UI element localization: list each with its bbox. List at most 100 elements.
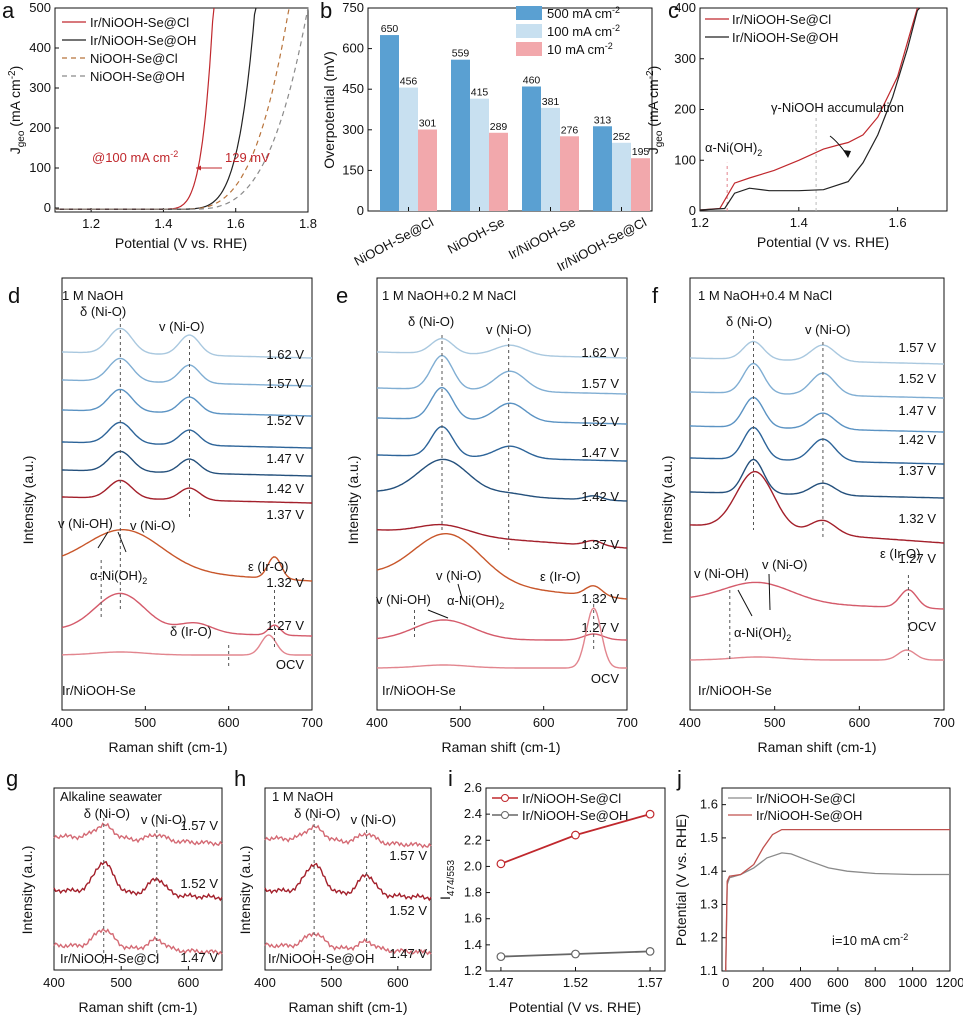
bar-value-b-0-0: 650 xyxy=(381,23,399,35)
y-tick-label-i-4: 2.0 xyxy=(464,858,482,873)
spectrum-label-f-7: OCV xyxy=(908,619,937,634)
y-tick-label-b-1: 150 xyxy=(342,162,364,177)
panel-d-plot: 400 500 600 700 1.62 V 1.57 V 1.52 V 1.47 V 1.42… xyxy=(51,277,323,730)
spectrum-e-5 xyxy=(376,523,628,549)
bar-value-b-2-2: 276 xyxy=(561,124,579,136)
spectrum-e-0 xyxy=(377,337,627,359)
spectrum-f-0 xyxy=(690,340,944,365)
axis-ticks-b: 0 150 300 450 600 750 xyxy=(342,0,372,218)
sample-label-e: Ir/NiOOH-Se xyxy=(382,683,456,698)
bar-b-0-0 xyxy=(380,35,399,211)
peak-label-f-2: v (Ni-OH) xyxy=(694,566,749,581)
legend-label-c-0: Ir/NiOOH-Se@Cl xyxy=(732,12,831,27)
x-tick-label-h-1: 500 xyxy=(321,975,343,990)
plot-frame-g xyxy=(53,787,223,971)
y-axis-title-b: Overpotential (mV) xyxy=(321,51,337,168)
curves-a xyxy=(55,7,309,210)
y-tick-label-b-5: 750 xyxy=(342,0,364,15)
legend-a: Ir/NiOOH-Se@Cl Ir/NiOOH-Se@OH NiOOH-Se@C… xyxy=(62,15,196,84)
spectrum-f-3 xyxy=(690,426,944,465)
y-tick-label-c-4: 400 xyxy=(674,0,696,15)
x-tick-label-h-0: 400 xyxy=(254,975,276,990)
sample-label-g: Ir/NiOOH-Se@Cl xyxy=(60,951,159,966)
bar-b-0-2 xyxy=(418,129,437,211)
x-tick-label-e-0: 400 xyxy=(366,715,388,730)
panel-e-static: e Raman shift (cm-1) Intensity (a.u.) 1 … xyxy=(336,283,561,755)
panel-title-d: 1 M NaOH xyxy=(62,288,123,303)
spectrum-label-d-5: 1.37 V xyxy=(266,507,304,522)
legend-marker-i-0 xyxy=(501,794,509,802)
spectrum-label-e-1: 1.57 V xyxy=(581,376,619,391)
y-tick-label-i-5: 2.2 xyxy=(464,832,482,847)
y-tick-label-i-7: 2.6 xyxy=(464,780,482,795)
spectrum-label-f-5: 1.32 V xyxy=(898,511,936,526)
annotation-100ma-a: @100 mA cm-2 xyxy=(92,149,178,165)
panel-f-plot: 400 500 600 700 1.57 V 1.52 V 1.47 V 1.42 V 1.37… xyxy=(679,277,955,730)
spectrum-label-e-5: 1.37 V xyxy=(581,537,619,552)
y-tick-label-c-1: 100 xyxy=(674,152,696,167)
x-tick-label-h-2: 600 xyxy=(387,975,409,990)
legend-label-j-0: Ir/NiOOH-Se@Cl xyxy=(756,791,855,806)
peak-label-d-0: δ (Ni-O) xyxy=(80,304,126,319)
y-tick-label-b-4: 600 xyxy=(342,41,364,56)
bar-value-b-3-0: 313 xyxy=(594,114,612,126)
spectrum-label-f-4: 1.37 V xyxy=(898,463,936,478)
peak-label-d-4: α-Ni(OH)2 xyxy=(90,568,147,586)
spectrum-label-d-0: 1.62 V xyxy=(266,347,304,362)
spectrum-label-e-2: 1.52 V xyxy=(581,414,619,429)
plot-frame-b xyxy=(367,7,653,212)
spectrum-label-d-4: 1.42 V xyxy=(266,481,304,496)
y-tick-label-c-3: 300 xyxy=(674,51,696,66)
x-tick-label-g-1: 500 xyxy=(110,975,132,990)
y-axis-title-a: Jgeo (mA cm-2) xyxy=(7,66,27,155)
spectrum-h-1 xyxy=(264,862,432,902)
arrow-e-1 xyxy=(427,609,449,619)
spectrum-label-f-1: 1.52 V xyxy=(898,371,936,386)
point-i-0-1 xyxy=(571,830,580,840)
x-axis-title-f: Raman shift (cm-1) xyxy=(757,739,876,755)
x-tick-label-g-2: 600 xyxy=(178,975,200,990)
panel-j: j 0 200 400 600 800 1000 1200 1.1 1.2 1.3 1.4 1.5 1.… xyxy=(673,766,963,1015)
bar-b-2-2 xyxy=(560,136,579,211)
axis-ticks-a: 1.2 1.4 1.6 1.8 0 100 200 300 400 500 xyxy=(29,0,317,231)
axis-ticks-c: 1.2 1.4 1.6 0 100 200 300 400 xyxy=(674,0,906,230)
y-tick-label-i-2: 1.6 xyxy=(464,911,482,926)
panel-title-h: 1 M NaOH xyxy=(272,789,333,804)
spectrum-label-d-6: 1.32 V xyxy=(266,575,304,590)
spectrum-label-d-3: 1.47 V xyxy=(266,451,304,466)
peak-label-f-4: α-Ni(OH)2 xyxy=(734,625,791,643)
spectrum-d-7 xyxy=(61,592,312,637)
peak-label-e-3: v (Ni-OH) xyxy=(376,592,431,607)
peak-label-h-0: δ (Ni-O) xyxy=(294,806,340,821)
spectrum-d-6 xyxy=(61,529,313,582)
x-tick-label-f-1: 500 xyxy=(764,715,786,730)
spectrum-e-8 xyxy=(377,607,627,669)
arrow-f-2 xyxy=(768,573,771,611)
x-axis-title-c: Potential (V vs. RHE) xyxy=(757,234,889,250)
legend-label-i-0: Ir/NiOOH-Se@Cl xyxy=(522,791,621,806)
peak-label-g-0: δ (Ni-O) xyxy=(84,806,130,821)
spectrum-h-0 xyxy=(264,824,432,849)
spectrum-f-6 xyxy=(689,581,945,610)
peak-label-f-1: v (Ni-O) xyxy=(805,322,851,337)
spectrum-d-2 xyxy=(62,388,312,417)
x-tick-label-i-0: 1.47 xyxy=(488,975,513,990)
panel-label-i: i xyxy=(448,766,453,791)
panel-i: i 1.47 1.52 1.57 1.2 1.4 1.6 1.8 2.0 2.2 2.4 2.6 P… xyxy=(437,766,666,1015)
panel-e-plot: 400 500 600 700 1.62 V 1.57 V 1.52 V 1.47 V 1.42… xyxy=(366,277,638,730)
annotation-gamma-c: γ-NiOOH accumulation xyxy=(771,100,904,115)
panel-label-d: d xyxy=(8,283,20,308)
legend-c: Ir/NiOOH-Se@Cl Ir/NiOOH-Se@OH xyxy=(705,12,838,45)
x-tick-label-e-3: 700 xyxy=(616,715,638,730)
bar-b-3-2 xyxy=(631,158,650,211)
legend-j: Ir/NiOOH-Se@Cl Ir/NiOOH-Se@OH xyxy=(728,791,862,823)
sample-label-h: Ir/NiOOH-Se@OH xyxy=(268,951,374,966)
arrow-d-2 xyxy=(117,531,127,553)
x-tick-label-a-1: 1.4 xyxy=(154,216,172,231)
bar-b-3-0 xyxy=(593,126,612,211)
bar-b-1-2 xyxy=(489,132,508,211)
x-axis-title-i: Potential (V vs. RHE) xyxy=(509,999,641,1015)
x-tick-label-d-2: 600 xyxy=(218,715,240,730)
peak-label-d-1: v (Ni-O) xyxy=(159,319,205,334)
